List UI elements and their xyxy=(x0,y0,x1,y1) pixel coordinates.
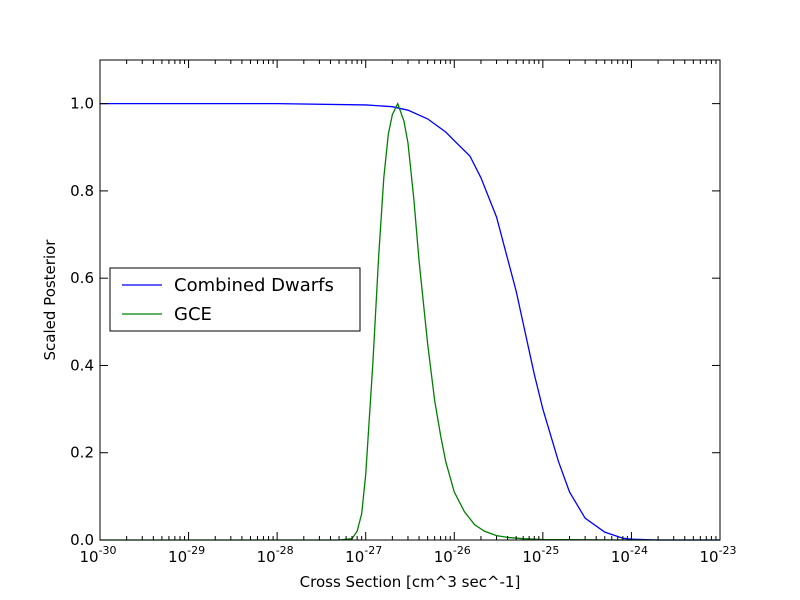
y-tick-label: 0.8 xyxy=(70,182,94,200)
x-tick-base: 10 xyxy=(434,548,453,566)
axes: 10-30 10-29 10-28 10-27 10-26 10-25 10-24 10-23… xyxy=(70,59,737,566)
x-tick-base: 10 xyxy=(611,548,630,566)
x-tick-exponent: -23 xyxy=(719,544,737,557)
series-line-1 xyxy=(100,101,720,541)
x-tick-base: 10 xyxy=(79,548,98,566)
x-tick-exponent: -30 xyxy=(99,544,117,557)
plot-frame xyxy=(99,59,721,541)
x-axis-label: Cross Section [cm^3 sec^-1] xyxy=(300,573,521,591)
x-tick-exponent: -29 xyxy=(187,544,205,557)
x-tick-exponent: -25 xyxy=(541,544,559,557)
y-tick-label: 1.0 xyxy=(70,95,94,113)
plot-area xyxy=(100,101,720,541)
y-tick-label: 0.4 xyxy=(70,356,94,374)
series-line-0 xyxy=(100,102,720,541)
y-axis-label: Scaled Posterior xyxy=(41,239,59,361)
y-tick-label: 0.0 xyxy=(70,531,94,549)
y-tick-label: 0.2 xyxy=(70,444,94,462)
x-tick-exponent: -27 xyxy=(364,544,382,557)
legend-label: GCE xyxy=(174,304,212,325)
x-tick-base: 10 xyxy=(168,548,187,566)
x-tick-label: 10-28 xyxy=(257,544,294,566)
x-tick-label: 10-27 xyxy=(345,544,382,566)
x-tick-base: 10 xyxy=(522,548,541,566)
legend: Combined Dwarfs GCE xyxy=(109,267,361,332)
x-tick-base: 10 xyxy=(345,548,364,566)
x-tick-label: 10-23 xyxy=(699,544,736,566)
x-tick-exponent: -28 xyxy=(276,544,294,557)
x-tick-label: 10-24 xyxy=(611,544,648,566)
x-tick-label: 10-26 xyxy=(434,544,471,566)
y-tick-label: 0.6 xyxy=(70,269,94,287)
legend-label: Combined Dwarfs xyxy=(174,275,334,296)
x-tick-label: 10-30 xyxy=(79,544,116,566)
x-tick-exponent: -26 xyxy=(453,544,471,557)
x-tick-base: 10 xyxy=(699,548,718,566)
x-tick-exponent: -24 xyxy=(630,544,648,557)
x-tick-base: 10 xyxy=(257,548,276,566)
x-tick-label: 10-29 xyxy=(168,544,205,566)
legend-box xyxy=(109,267,361,332)
x-tick-label: 10-25 xyxy=(522,544,559,566)
